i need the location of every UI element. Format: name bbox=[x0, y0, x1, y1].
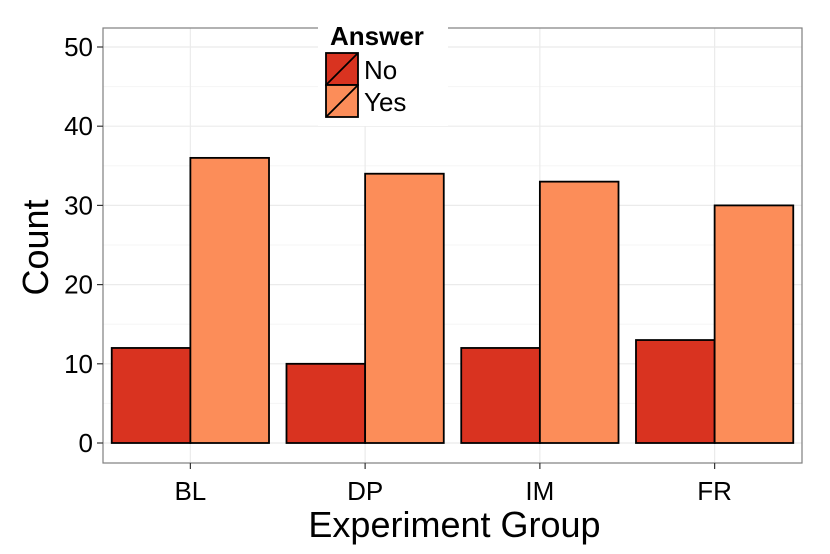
bar-fr-no bbox=[635, 339, 716, 444]
x-tick-label: DP bbox=[347, 476, 383, 506]
bar-im-no bbox=[460, 347, 541, 444]
y-tick-label: 50 bbox=[64, 32, 93, 62]
legend-label-no: No bbox=[364, 55, 397, 85]
bar-fr-yes bbox=[713, 204, 795, 444]
legend-title: Answer bbox=[330, 21, 424, 51]
y-tick-label: 10 bbox=[64, 349, 93, 379]
x-axis: BL DP IM FR bbox=[174, 463, 732, 506]
y-tick-label: 40 bbox=[64, 111, 93, 141]
x-axis-title: Experiment Group bbox=[308, 504, 600, 545]
legend-key-slash bbox=[325, 84, 359, 118]
x-tick-label: FR bbox=[697, 476, 732, 506]
x-tick-label: BL bbox=[174, 476, 206, 506]
bar-bl-yes bbox=[189, 156, 270, 444]
bar-bl-no bbox=[110, 347, 192, 444]
y-tick-label: 0 bbox=[79, 428, 93, 458]
plot-panel-border bbox=[102, 27, 803, 464]
y-axis-title: Count bbox=[15, 199, 56, 295]
bar-im-yes bbox=[538, 180, 620, 444]
legend-key-slash bbox=[325, 52, 359, 86]
bar-dp-no bbox=[285, 362, 367, 444]
y-tick-label: 20 bbox=[64, 270, 93, 300]
y-axis: 0 10 20 30 40 50 bbox=[64, 32, 103, 458]
legend-label-yes: Yes bbox=[364, 87, 406, 117]
y-tick-label: 30 bbox=[64, 190, 93, 220]
bars bbox=[110, 156, 795, 444]
x-tick-label: IM bbox=[525, 476, 554, 506]
bar-dp-yes bbox=[364, 172, 445, 444]
